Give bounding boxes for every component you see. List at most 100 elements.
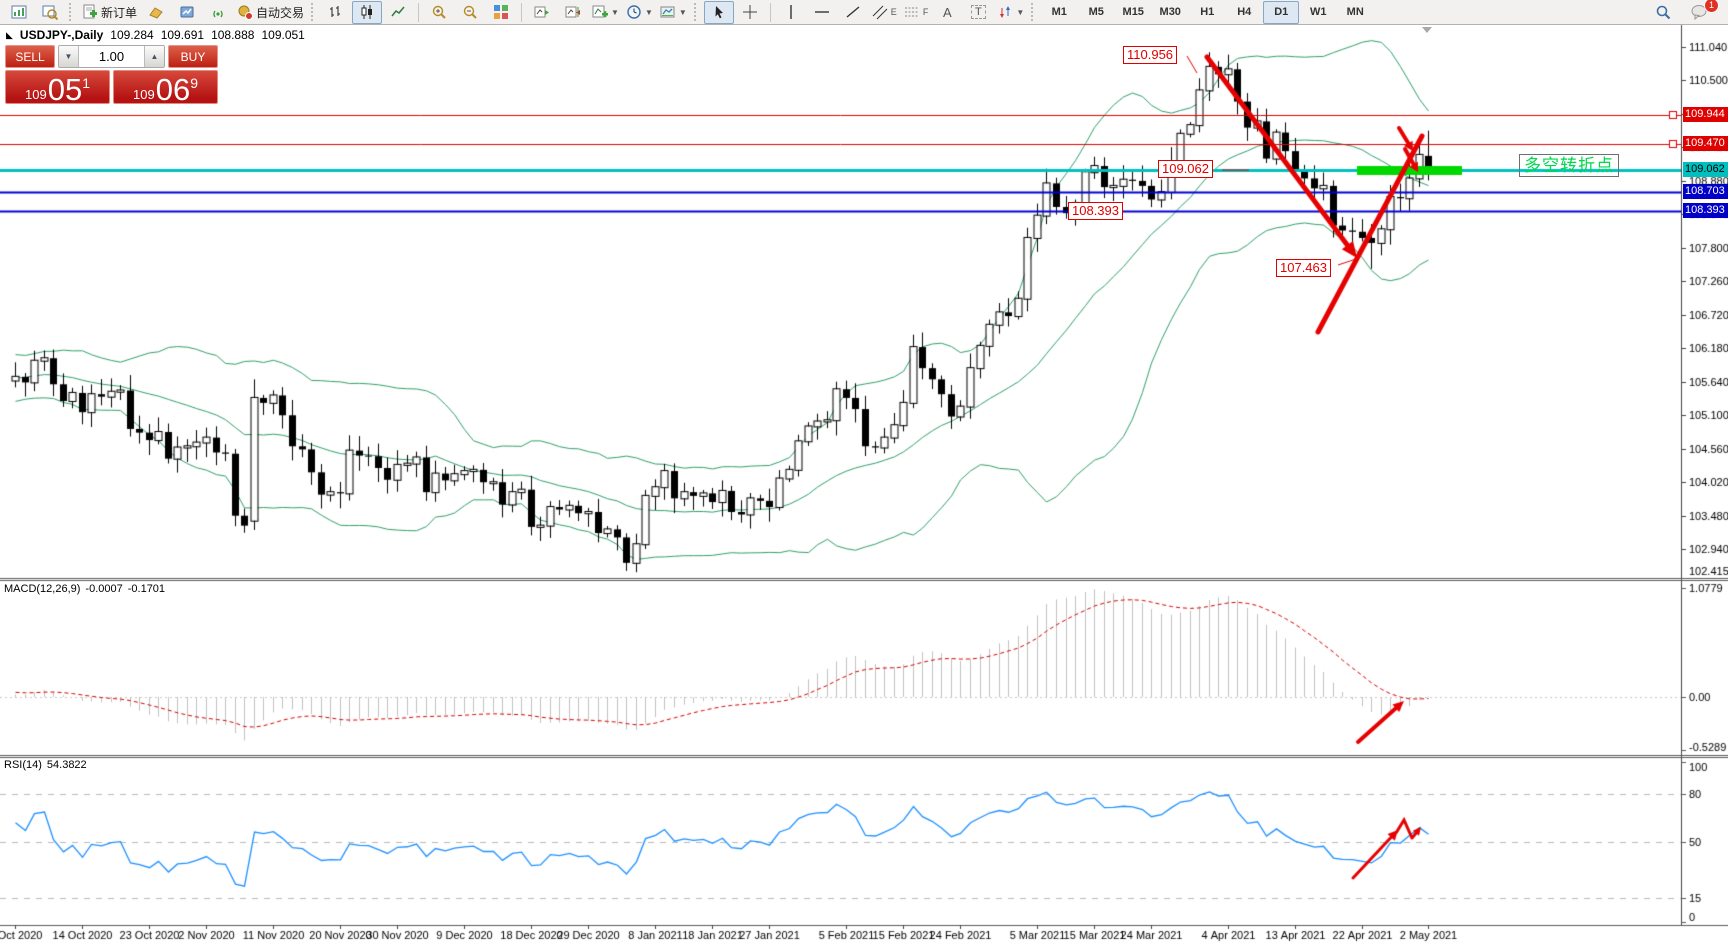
sell-price-box[interactable]: 109 05 1	[5, 70, 110, 107]
rsi-name: RSI(14)	[4, 759, 42, 771]
annotation-support-price[interactable]: 108.393	[1068, 202, 1123, 220]
new-order-button[interactable]: 新订单	[79, 1, 140, 24]
channel-tool[interactable]: E	[869, 1, 900, 24]
timeframe-button-m1[interactable]: M1	[1051, 6, 1067, 18]
horizontal-line-icon	[814, 4, 830, 20]
cursor-icon	[711, 4, 727, 20]
buy-button-label: BUY	[180, 49, 206, 64]
timeframe-button-h1[interactable]: H1	[1200, 6, 1215, 18]
chart-profiles-icon	[42, 4, 58, 20]
zoom-in-button[interactable]	[424, 1, 454, 24]
search-button[interactable]	[1648, 1, 1678, 24]
dropdown-caret-icon: ▼	[1016, 7, 1025, 17]
quote-line: ◣ USDJPY-,Daily 109.284 109.691 108.888 …	[6, 28, 305, 42]
chevron-up-icon: ▲	[150, 52, 159, 61]
market-watch-icon	[148, 4, 164, 20]
periods-button[interactable]: ▼	[623, 1, 656, 24]
volume-decrease-button[interactable]: ▼	[59, 46, 78, 67]
autoscroll-button[interactable]	[527, 1, 557, 24]
timeframe-button-m30[interactable]: M30	[1159, 6, 1181, 18]
trendline-tool[interactable]	[838, 1, 868, 24]
annotation-note-cn[interactable]: 多空转折点	[1519, 154, 1619, 177]
label-tool[interactable]: T	[963, 1, 993, 24]
buy-price-box[interactable]: 109 06 9	[113, 70, 218, 105]
signals-button[interactable]	[203, 1, 233, 24]
chart-window-button[interactable]	[4, 1, 34, 24]
annotation-trough-price[interactable]: 107.463	[1276, 259, 1331, 277]
quote-open: 109.284	[110, 28, 154, 42]
horizontal-line-tool[interactable]	[807, 1, 837, 24]
navigator-button[interactable]	[172, 1, 202, 24]
one-click-trading-panel: SELL ▼ 1.00 ▲ BUY 109 05 1 109 06 9	[5, 45, 218, 107]
volume-increase-button[interactable]: ▲	[145, 46, 164, 67]
buy-price-sup: 9	[190, 75, 198, 91]
cursor-button[interactable]	[703, 0, 734, 24]
line-chart-button[interactable]	[383, 1, 413, 24]
timeframe-button-w1[interactable]: W1	[1309, 6, 1327, 18]
fibonacci-tool[interactable]: F	[901, 1, 932, 24]
autotrading-label: 自动交易	[256, 5, 305, 20]
zoom-out-icon	[462, 4, 478, 20]
axis-price-tag: 109.470	[1683, 136, 1728, 152]
search-icon	[1655, 4, 1671, 20]
volume-field[interactable]: 1.00	[78, 46, 145, 67]
annotation-pivot-price[interactable]: 109.062	[1158, 160, 1213, 178]
tile-windows-button[interactable]	[486, 1, 516, 24]
toolbar-separator	[769, 2, 771, 22]
buy-price-prefix: 109	[133, 86, 155, 102]
sell-button[interactable]: SELL	[5, 45, 55, 68]
rsi-value: 54.3822	[46, 759, 87, 771]
notification-badge: 1	[1704, 0, 1719, 13]
volume-value: 1.00	[98, 49, 125, 64]
axis-price-tag: 108.393	[1683, 203, 1728, 219]
buy-button[interactable]: BUY	[168, 45, 218, 68]
trendline-icon	[845, 4, 861, 20]
templates-icon	[660, 4, 676, 20]
chart-profiles-button[interactable]	[35, 1, 65, 24]
signals-icon	[210, 4, 226, 20]
chart-shift-button[interactable]	[558, 1, 588, 24]
autotrading-icon	[237, 4, 254, 20]
timeframe-button-m15[interactable]: M15	[1122, 6, 1144, 18]
market-watch-button[interactable]	[141, 1, 171, 24]
quote-high: 109.691	[160, 28, 205, 42]
indicators-button[interactable]: ▼	[589, 1, 622, 24]
main-toolbar: 新订单 自动交易 ▼ ▼ ▼ E F A T ▼ M1 M5 M15 M30 H1 H4 D…	[0, 0, 1728, 25]
text-tool-label: A	[942, 4, 952, 20]
macd-name: MACD(12,26,9)	[4, 583, 81, 595]
timeframe-button-m5[interactable]: M5	[1088, 6, 1104, 18]
line-chart-icon	[390, 4, 406, 20]
channel-letter: E	[890, 7, 897, 17]
crosshair-button[interactable]	[735, 1, 765, 24]
vertical-line-icon	[783, 4, 799, 20]
sell-price-sup: 1	[82, 75, 90, 91]
templates-button[interactable]: ▼	[657, 1, 690, 24]
annotation-peak-price[interactable]: 110.956	[1123, 46, 1178, 64]
autotrading-button[interactable]: 自动交易	[234, 1, 307, 24]
sell-price-big: 05	[47, 71, 83, 107]
toolbar-handle	[311, 3, 317, 21]
timeframe-button-d1[interactable]: D1	[1263, 0, 1300, 24]
zoom-out-button[interactable]	[455, 1, 485, 24]
text-tool[interactable]: A	[932, 1, 962, 24]
toolbar-handle	[69, 3, 75, 21]
dropdown-caret-icon: ▼	[611, 7, 619, 17]
sell-button-label: SELL	[15, 49, 45, 64]
new-order-label: 新订单	[101, 5, 138, 20]
arrows-tool[interactable]: ▼	[994, 1, 1027, 24]
timeframe-button-mn[interactable]: MN	[1346, 6, 1364, 18]
candlestick-chart-icon	[359, 4, 375, 20]
notifications-button[interactable]: 1	[1684, 0, 1719, 24]
timeframe-button-h4[interactable]: H4	[1237, 6, 1252, 18]
crosshair-icon	[742, 4, 758, 20]
macd-indicator-label: MACD(12,26,9) -0.0007 -0.1701	[4, 583, 165, 595]
bar-chart-button[interactable]	[321, 1, 351, 24]
macd-main-value: -0.0007	[85, 583, 123, 595]
clock-icon	[626, 4, 642, 20]
vertical-line-tool[interactable]	[776, 1, 806, 24]
candlestick-chart-button[interactable]	[352, 0, 383, 24]
new-order-icon	[82, 4, 98, 20]
toolbar-handle	[1031, 3, 1037, 21]
axis-price-tag: 109.062	[1683, 161, 1728, 177]
